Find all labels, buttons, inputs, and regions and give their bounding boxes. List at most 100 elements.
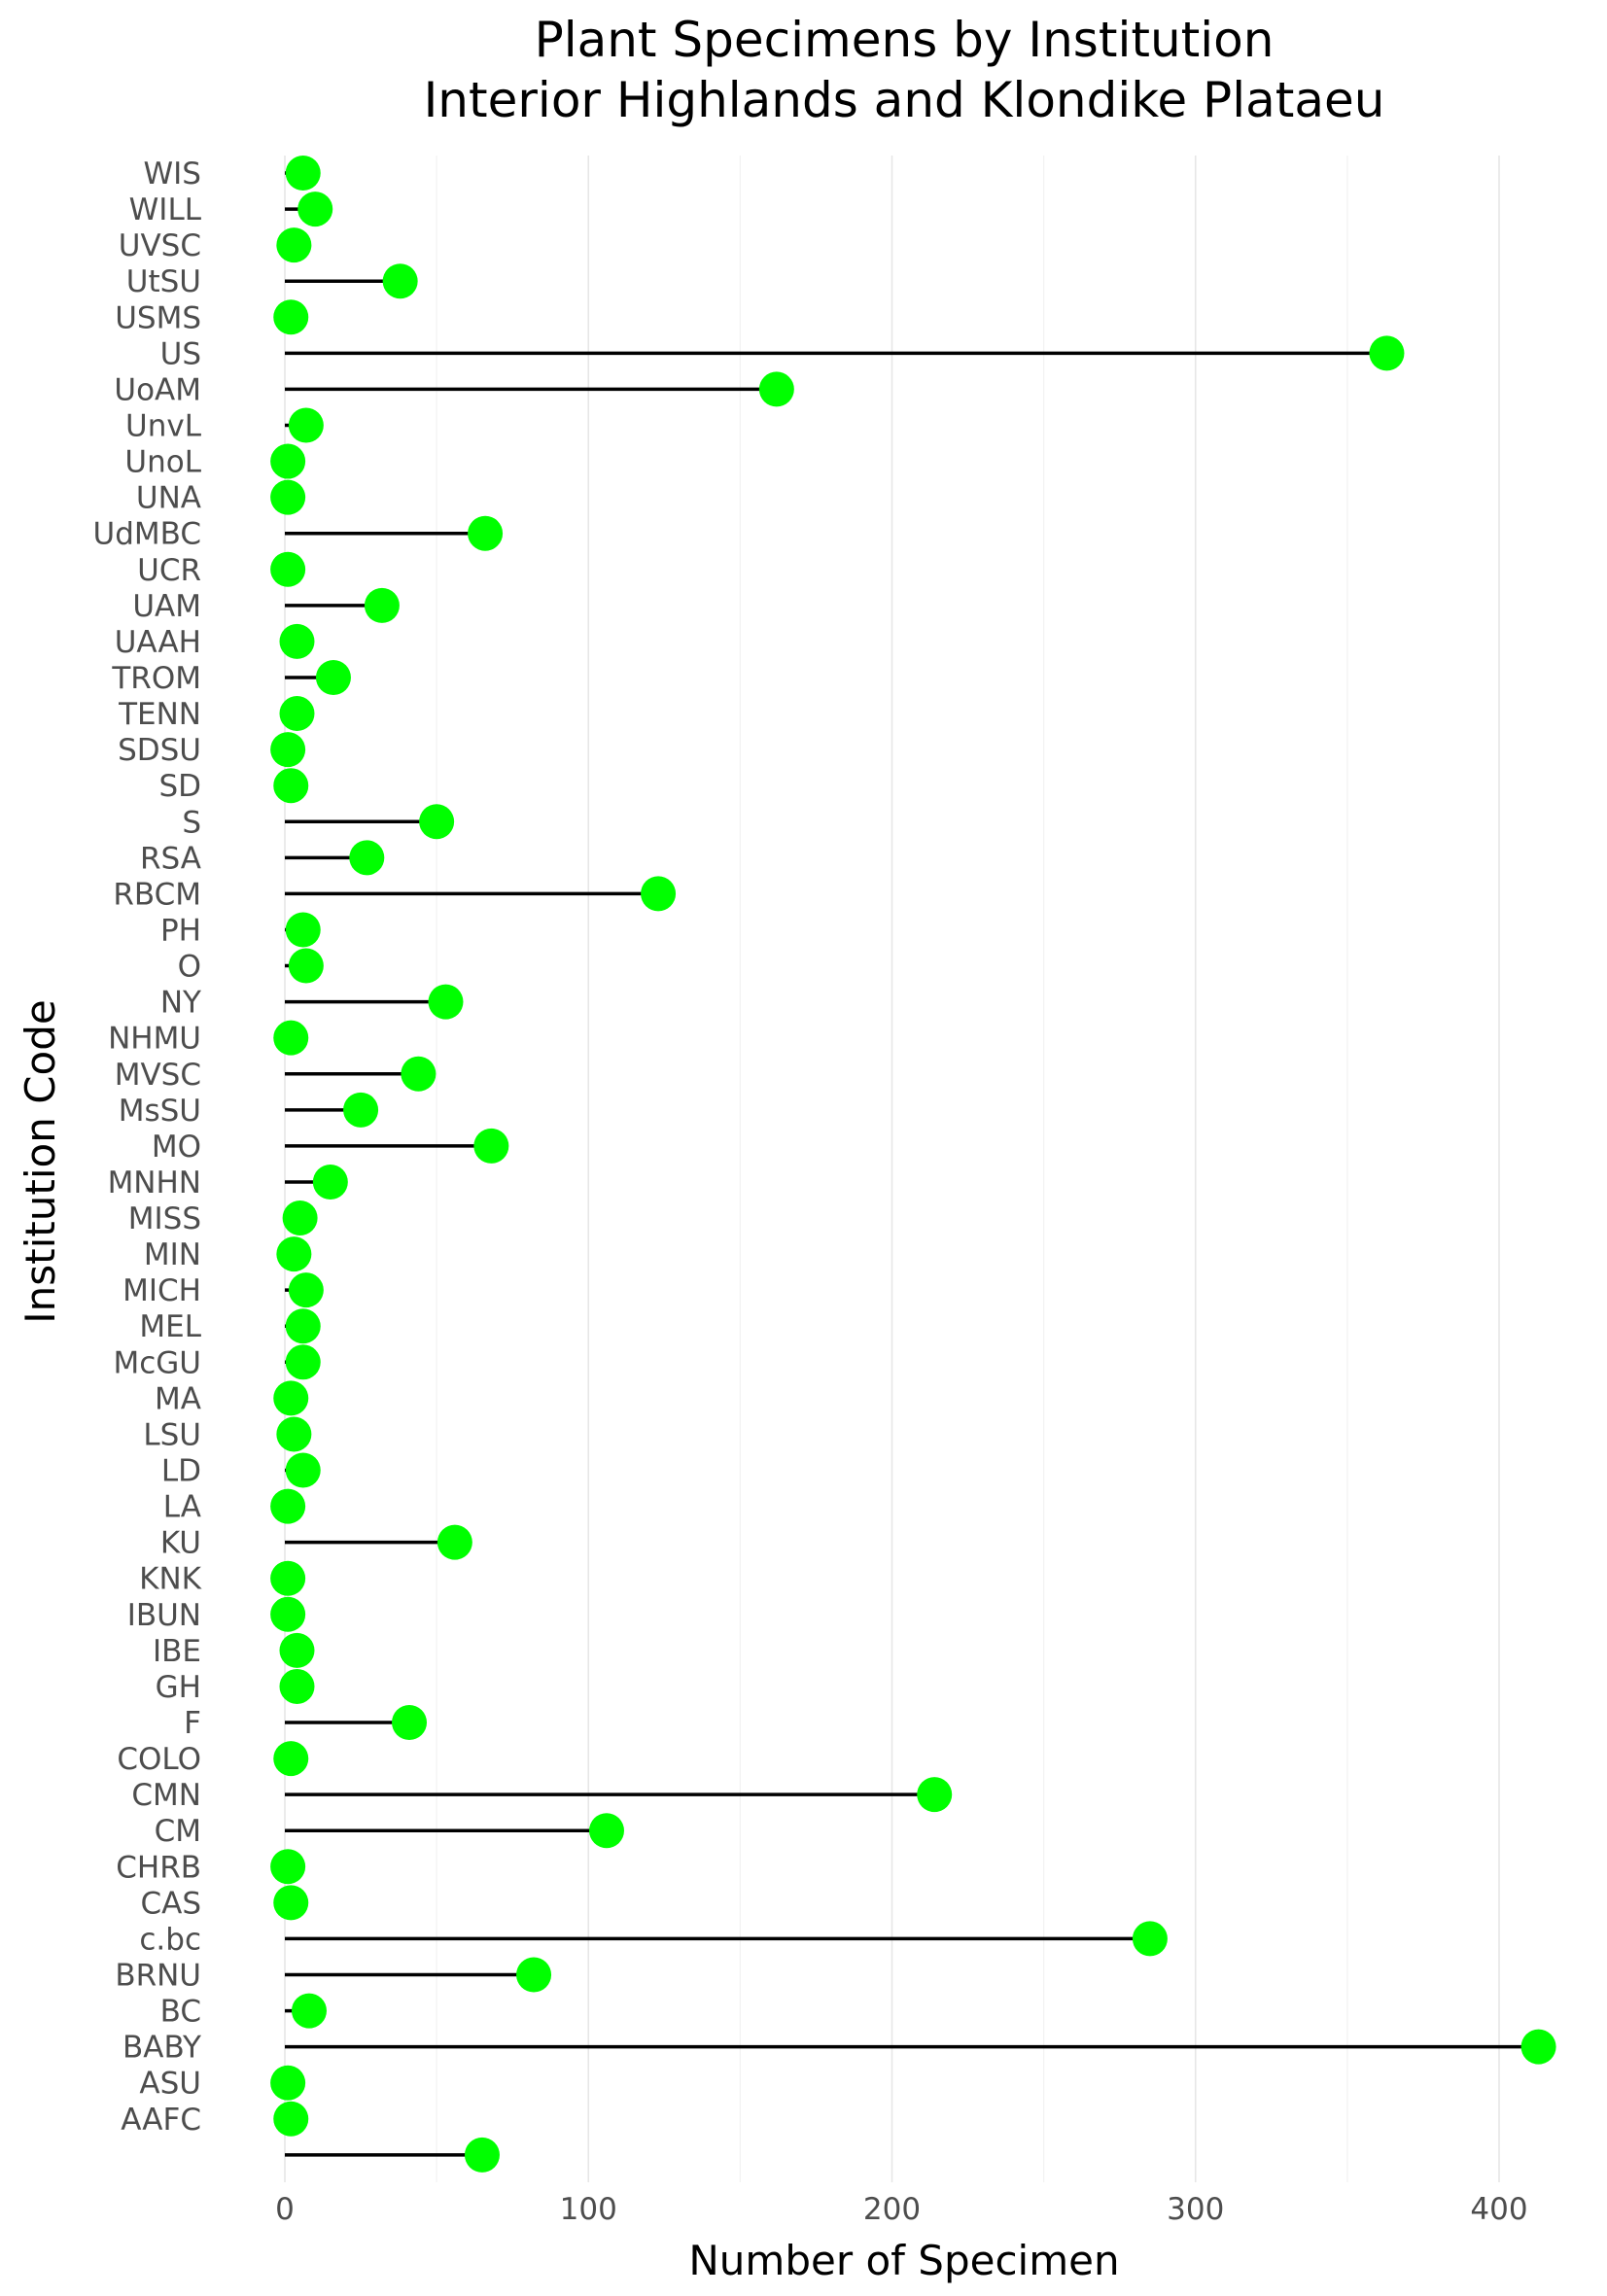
data-point — [315, 659, 351, 695]
y-tick-label: BABY — [122, 2031, 201, 2066]
data-point — [288, 948, 324, 984]
y-tick-label: NY — [160, 986, 201, 1021]
data-point — [1132, 1921, 1168, 1957]
chart-subtitle: Interior Highlands and Klondike Plataeu — [424, 72, 1385, 128]
y-tick-label: UVSC — [119, 228, 201, 263]
data-point — [312, 1164, 348, 1200]
y-tick-label: CM — [155, 1814, 201, 1849]
y-tick-label: PH — [160, 913, 201, 948]
data-point — [291, 1993, 327, 2029]
x-tick-label: 200 — [863, 2192, 921, 2227]
data-point — [401, 1056, 437, 1092]
y-tick-label: O — [178, 950, 201, 985]
y-axis-title: Institution Code — [17, 999, 64, 1323]
y-tick-label: LA — [163, 1490, 201, 1525]
data-point — [285, 156, 321, 191]
y-tick-label: USMS — [115, 300, 201, 335]
y-tick-label: MO — [152, 1130, 201, 1165]
data-point — [273, 768, 309, 804]
data-point — [270, 1488, 306, 1524]
y-tick-label: COLO — [117, 1742, 201, 1777]
data-point — [758, 371, 794, 407]
y-tick-label: WIS — [144, 157, 201, 191]
data-point — [285, 1452, 321, 1488]
y-tick-label: TROM — [111, 661, 201, 696]
y-tick-label: UoAM — [114, 372, 201, 407]
data-point — [437, 1524, 472, 1560]
data-point — [285, 1308, 321, 1344]
y-tick-label: MsSU — [119, 1094, 201, 1129]
y-tick-label: MA — [155, 1381, 201, 1416]
data-point — [276, 227, 312, 263]
y-tick-label: CAS — [140, 1886, 201, 1921]
y-tick-label: UtSU — [126, 264, 201, 299]
y-tick-label: SD — [158, 769, 201, 804]
data-point — [464, 2137, 500, 2173]
x-tick-labels: 0 100 200 300 400 — [275, 2192, 1527, 2227]
data-point — [270, 732, 306, 768]
y-tick-label: MIN — [144, 1237, 201, 1272]
data-point — [382, 263, 418, 299]
y-tick-label: MEL — [139, 1309, 201, 1344]
data-point — [343, 1092, 379, 1128]
y-tick-label: RBCM — [113, 877, 201, 912]
y-tick-label: BRNU — [115, 1959, 201, 1994]
data-point — [282, 1200, 318, 1236]
data-point — [285, 912, 321, 948]
data-point — [288, 407, 324, 443]
data-point — [270, 551, 306, 587]
x-tick-label: 400 — [1470, 2192, 1527, 2227]
stems — [285, 171, 1539, 2157]
data-point — [468, 515, 504, 551]
y-tick-label: US — [160, 336, 201, 371]
y-tick-label: IBUN — [127, 1598, 201, 1633]
y-tick-label: SDSU — [118, 733, 201, 768]
y-tick-labels: WISWILLUVSCUtSUUSMSUSUoAMUnvLUnoLUNAUdMB… — [93, 157, 202, 2138]
y-tick-label: UNA — [136, 481, 201, 516]
data-point — [276, 1236, 312, 1272]
y-tick-label: KNK — [139, 1562, 202, 1597]
data-point — [270, 1849, 306, 1885]
data-point — [279, 623, 315, 659]
data-point — [273, 299, 309, 335]
data-point — [419, 804, 455, 840]
y-tick-label: LD — [161, 1454, 201, 1489]
data-point — [270, 1596, 306, 1632]
data-point — [279, 1668, 315, 1704]
y-tick-label: ASU — [139, 2067, 201, 2102]
gridlines — [284, 156, 1500, 2182]
x-axis-title: Number of Specimen — [688, 2237, 1119, 2284]
y-tick-label: MISS — [128, 1201, 201, 1236]
x-tick-label: 300 — [1167, 2192, 1224, 2227]
data-point — [349, 840, 385, 876]
y-tick-label: MNHN — [108, 1165, 201, 1200]
y-tick-label: TENN — [118, 697, 201, 732]
data-point — [917, 1777, 953, 1813]
y-tick-label: MICH — [122, 1273, 201, 1308]
data-point — [276, 1416, 312, 1452]
data-point — [588, 1813, 624, 1849]
y-tick-label: McGU — [113, 1345, 201, 1380]
y-tick-label: CHRB — [116, 1850, 201, 1885]
data-point — [270, 1560, 306, 1596]
data-point — [285, 1344, 321, 1380]
data-point — [1369, 335, 1405, 371]
y-tick-label: IBE — [153, 1634, 201, 1669]
x-tick-label: 100 — [560, 2192, 617, 2227]
data-point — [273, 1380, 309, 1416]
data-point — [288, 1272, 324, 1308]
y-tick-label: WILL — [129, 192, 202, 227]
data-point — [428, 984, 464, 1020]
y-tick-label: S — [182, 805, 201, 840]
data-point — [392, 1705, 428, 1741]
y-tick-label: UnvL — [125, 408, 202, 443]
data-point — [279, 696, 315, 732]
y-tick-label: UnoL — [124, 445, 201, 480]
y-tick-label: UdMBC — [93, 517, 201, 552]
data-point — [273, 1741, 309, 1777]
chart-title: Plant Specimens by Institution — [535, 12, 1275, 68]
y-tick-label: c.bc — [139, 1922, 201, 1957]
data-point — [273, 1885, 309, 1921]
y-tick-label: F — [184, 1706, 201, 1741]
